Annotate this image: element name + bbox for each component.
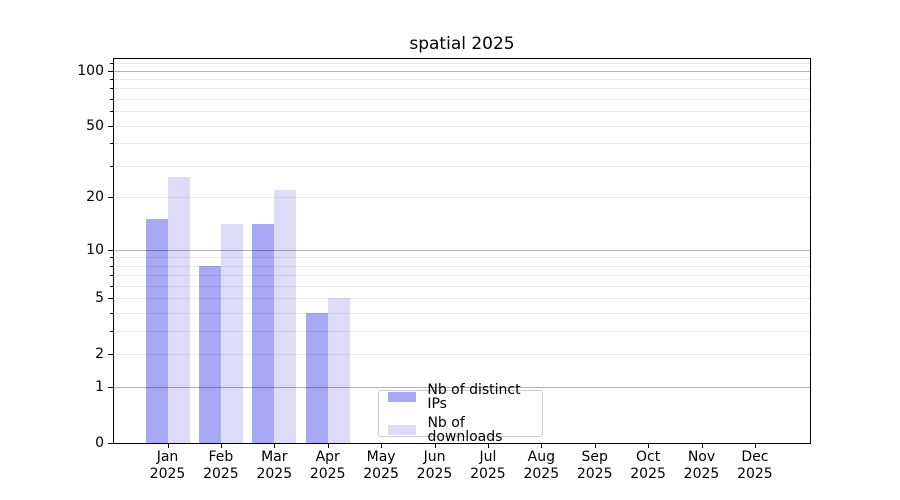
bar-nb-of-distinct-ips-feb-2025 — [198, 265, 221, 443]
gridline-minor — [114, 88, 810, 90]
bar-nb-of-distinct-ips-mar-2025 — [252, 224, 275, 443]
legend-swatch-downloads-icon — [388, 425, 417, 435]
x-tick — [327, 444, 329, 448]
y-tick — [108, 387, 113, 389]
bar-nb-of-distinct-ips-apr-2025 — [305, 313, 328, 443]
x-tick-label-oct-2025: Oct 2025 — [630, 449, 666, 482]
gridline-minor — [114, 111, 810, 113]
y-minor-tick — [110, 313, 113, 315]
y-minor-tick — [110, 165, 113, 167]
x-tick — [754, 444, 756, 448]
y-tick-label: 50 — [86, 117, 104, 134]
gridline-minor — [114, 125, 810, 127]
y-tick-label: 10 — [86, 241, 104, 258]
bar-nb-of-downloads-apr-2025 — [327, 298, 350, 443]
y-minor-tick — [110, 62, 113, 64]
x-tick-label-jan-2025: Jan 2025 — [149, 449, 186, 482]
y-tick — [108, 443, 113, 444]
legend-label-downloads: Nb of downloads — [427, 415, 503, 445]
gridline-minor — [114, 197, 810, 199]
legend-item-distinct-ips: Nb of distinct IPs — [388, 383, 542, 411]
x-tick-label-aug-2025: Aug 2025 — [523, 449, 560, 482]
legend-swatch-distinct-ips-icon — [388, 392, 417, 402]
y-minor-tick — [110, 257, 113, 259]
x-tick-label-jun-2025: Jun 2025 — [416, 449, 453, 482]
gridline-minor — [114, 257, 810, 259]
y-minor-tick — [110, 285, 113, 287]
y-tick — [108, 354, 113, 356]
bar-nb-of-distinct-ips-jan-2025 — [145, 219, 168, 443]
x-tick — [220, 444, 222, 448]
gridline-minor — [114, 143, 810, 145]
x-tick — [434, 444, 436, 448]
x-tick-label-feb-2025: Feb 2025 — [203, 449, 239, 482]
chart-title: spatial 2025 — [409, 34, 515, 54]
x-tick-label-nov-2025: Nov 2025 — [683, 449, 720, 482]
y-tick-label: 5 — [95, 290, 104, 307]
y-tick-label: 100 — [77, 62, 104, 79]
x-tick — [541, 444, 543, 448]
x-tick — [648, 444, 650, 448]
x-tick — [274, 444, 276, 448]
bar-nb-of-downloads-jan-2025 — [167, 177, 190, 443]
y-tick — [108, 298, 113, 300]
y-minor-tick — [110, 265, 113, 267]
y-minor-tick — [110, 99, 113, 101]
gridline-minor — [114, 99, 810, 101]
bar-nb-of-downloads-mar-2025 — [274, 189, 297, 443]
x-tick-label-sep-2025: Sep 2025 — [576, 449, 613, 482]
x-tick — [594, 444, 596, 448]
y-tick — [108, 249, 113, 251]
gridline-minor — [114, 165, 810, 167]
x-tick-label-apr-2025: Apr 2025 — [309, 449, 346, 482]
y-tick — [108, 197, 113, 199]
y-minor-tick — [110, 275, 113, 277]
x-tick — [701, 444, 703, 448]
y-minor-tick — [110, 143, 113, 145]
y-minor-tick — [110, 331, 113, 333]
x-tick-label-dec-2025: Dec 2025 — [737, 449, 773, 482]
y-tick-label: 1 — [95, 379, 104, 396]
y-tick-label: 2 — [95, 346, 104, 363]
x-tick — [487, 444, 489, 448]
gridline-minor — [114, 62, 810, 64]
y-tick — [108, 125, 113, 127]
y-minor-tick — [110, 111, 113, 113]
x-tick-label-mar-2025: Mar 2025 — [256, 449, 293, 482]
legend: Nb of distinct IPs Nb of downloads — [378, 383, 543, 444]
y-minor-tick — [110, 88, 113, 90]
gridline-minor — [114, 79, 810, 81]
y-tick-label: 0 — [95, 435, 104, 451]
x-tick — [167, 444, 169, 448]
y-tick — [108, 70, 113, 72]
gridline-major — [114, 249, 810, 251]
legend-item-downloads: Nb of downloads — [388, 416, 542, 444]
x-tick — [381, 444, 383, 448]
legend-label-distinct-ips: Nb of distinct IPs — [427, 382, 521, 412]
y-minor-tick — [110, 79, 113, 81]
x-tick-label-may-2025: May 2025 — [363, 449, 399, 482]
bar-nb-of-downloads-feb-2025 — [220, 224, 243, 443]
gridline-major — [114, 70, 810, 72]
x-tick-label-jul-2025: Jul 2025 — [470, 449, 506, 482]
y-tick-label: 20 — [86, 189, 104, 206]
